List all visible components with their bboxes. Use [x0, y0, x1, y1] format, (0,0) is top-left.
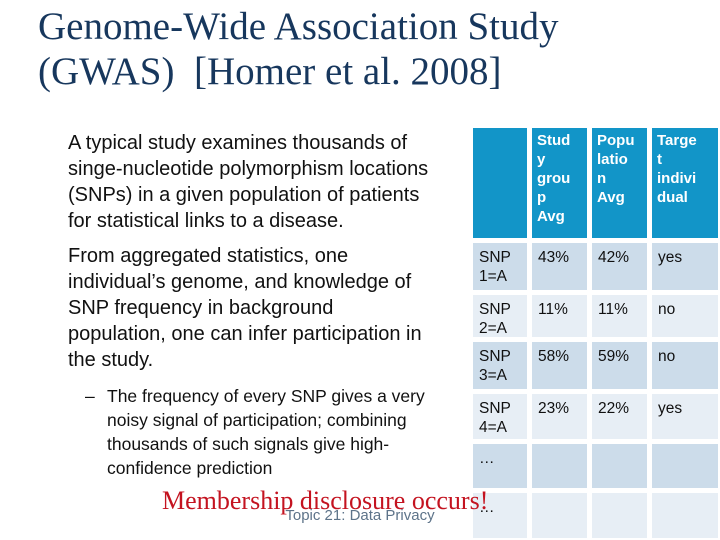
table-cell-r5-target	[652, 444, 718, 488]
table-header-population-avg: Popu latio n Avg	[592, 128, 647, 238]
table-cell-r6-label: …	[473, 493, 527, 538]
table-cell-r3-population: 59%	[592, 342, 647, 389]
table-header-target-individual: Targe t indivi dual	[652, 128, 718, 238]
slide-title-line1: Genome-Wide Association Study	[38, 5, 559, 48]
table-cell-r3-target: no	[652, 342, 718, 389]
table-cell-r2-study: 11%	[532, 295, 587, 337]
bullet-item-2: From aggregated statistics, one individu…	[38, 243, 468, 373]
table-cell-r1-label: SNP 1=A	[473, 243, 527, 290]
table-cell-r6-study	[532, 493, 587, 538]
body-text-block: A typical study examines thousands of si…	[38, 130, 468, 480]
table-cell-r5-label: …	[473, 444, 527, 488]
table-cell-r1-study: 43%	[532, 243, 587, 290]
bullet-dot-icon	[38, 243, 68, 373]
table-cell-r4-label: SNP 4=A	[473, 394, 527, 439]
table-cell-r6-population	[592, 493, 647, 538]
warning-text: Membership disclosure occurs!	[162, 486, 489, 515]
table-header-study-group-avg: Stud y grou p Avg	[532, 128, 587, 238]
bullet-text-2: From aggregated statistics, one individu…	[68, 245, 422, 371]
slide-footer: Topic 21: Data Privacy	[285, 507, 435, 524]
bullet-item-1: A typical study examines thousands of si…	[38, 130, 468, 234]
table-header-empty	[473, 128, 527, 238]
table-cell-r3-study: 58%	[532, 342, 587, 389]
table-cell-r4-target: yes	[652, 394, 718, 439]
table-cell-r4-study: 23%	[532, 394, 587, 439]
sub-bullet-item: – The frequency of every SNP gives a ver…	[85, 384, 468, 480]
table-cell-r2-label: SNP 2=A	[473, 295, 527, 337]
bullet-dot-icon	[38, 130, 68, 234]
table-cell-r4-population: 22%	[592, 394, 647, 439]
table-cell-r2-population: 11%	[592, 295, 647, 337]
snp-table: Stud y grou p Avg Popu latio n Avg Targe…	[473, 128, 718, 538]
table-cell-r5-study	[532, 444, 587, 488]
sub-bullet-text: The frequency of every SNP gives a very …	[107, 386, 425, 478]
table-cell-r1-target: yes	[652, 243, 718, 290]
table-cell-r1-population: 42%	[592, 243, 647, 290]
table-cell-r5-population	[592, 444, 647, 488]
table-cell-r2-target: no	[652, 295, 718, 337]
slide-title-line2: (GWAS) [Homer et al. 2008]	[38, 50, 502, 93]
dash-bullet-icon: –	[85, 386, 95, 406]
slide-title: Genome-Wide Association Study (GWAS) [Ho…	[38, 4, 559, 94]
table-cell-r6-target	[652, 493, 718, 538]
bullet-text-1: A typical study examines thousands of si…	[68, 132, 429, 232]
table-cell-r3-label: SNP 3=A	[473, 342, 527, 389]
